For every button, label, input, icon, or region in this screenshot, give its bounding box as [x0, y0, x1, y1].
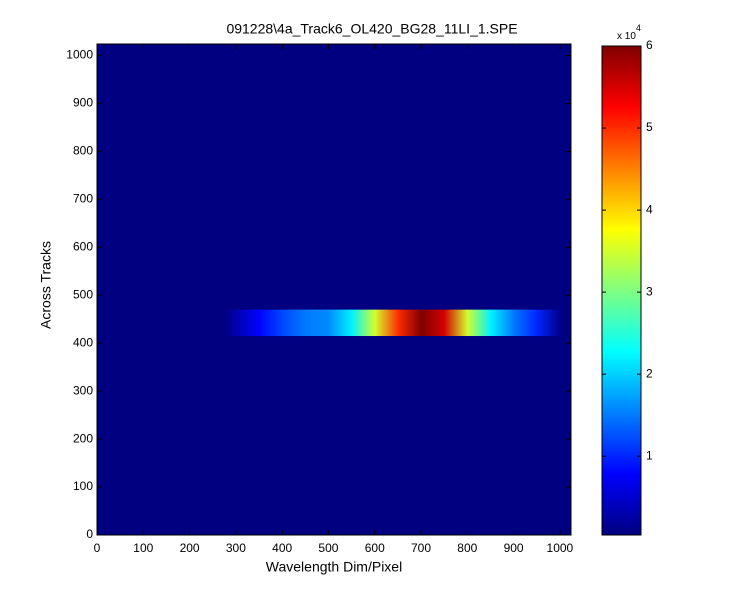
x-tick-label: 500 [318, 541, 338, 555]
x-tick-label: 200 [180, 541, 200, 555]
band-segment [259, 309, 283, 337]
colorbar-tick-label: 1 [646, 448, 653, 462]
x-axis-label: Wavelength Dim/Pixel [266, 559, 402, 575]
y-tick-label: 1000 [66, 48, 93, 62]
x-tick-label: 300 [226, 541, 246, 555]
band-segment [328, 309, 353, 337]
multiplier-base: x 10 [617, 31, 636, 42]
axes-box [96, 43, 572, 536]
y-tick-label: 700 [73, 192, 93, 206]
colorbar-tick-label: 2 [646, 366, 653, 380]
y-tick-label: 500 [73, 287, 93, 301]
band-segment [282, 309, 306, 337]
y-tick-label: 600 [73, 239, 93, 253]
colorbar-tick-label: 4 [646, 202, 653, 216]
y-tick-label: 400 [73, 335, 93, 349]
y-tick-label: 900 [73, 96, 93, 110]
x-tick-label: 600 [365, 541, 385, 555]
y-tick-label: 200 [73, 431, 93, 445]
band-segment [467, 309, 491, 337]
x-tick-label: 700 [411, 541, 431, 555]
colorbar [601, 45, 642, 536]
multiplier-exponent: 4 [636, 23, 641, 33]
colorbar-multiplier: x 104 [617, 23, 641, 41]
heatmap-background [97, 44, 571, 535]
x-tick-label: 100 [133, 541, 153, 555]
colorbar-tick-label: 5 [646, 120, 653, 134]
band-segment [351, 309, 376, 337]
band-segment [397, 309, 422, 337]
y-tick-label: 300 [73, 383, 93, 397]
x-tick-label: 400 [272, 541, 292, 555]
y-tick-label: 0 [86, 527, 93, 541]
chart-title: 091228\4a_Track6_OL420_BG28_11LI_1.SPE [226, 21, 517, 37]
x-tick-label: 900 [504, 541, 524, 555]
band-segment [444, 309, 468, 337]
colorbar-tick-label: 3 [646, 284, 653, 298]
band-segment [490, 309, 515, 337]
y-axis-label: Across Tracks [38, 241, 54, 329]
band-segment [536, 309, 561, 337]
band-segment [305, 309, 329, 337]
colorbar-tick-label: 6 [646, 38, 653, 52]
x-tick-label: 1000 [547, 541, 574, 555]
y-tick-label: 100 [73, 479, 93, 493]
band-segment [513, 309, 538, 337]
band-segment [226, 309, 260, 337]
x-tick-label: 800 [457, 541, 477, 555]
band-segment [374, 309, 399, 337]
y-tick-label: 800 [73, 144, 93, 158]
band-segment [421, 309, 445, 337]
x-tick-label: 0 [94, 541, 101, 555]
